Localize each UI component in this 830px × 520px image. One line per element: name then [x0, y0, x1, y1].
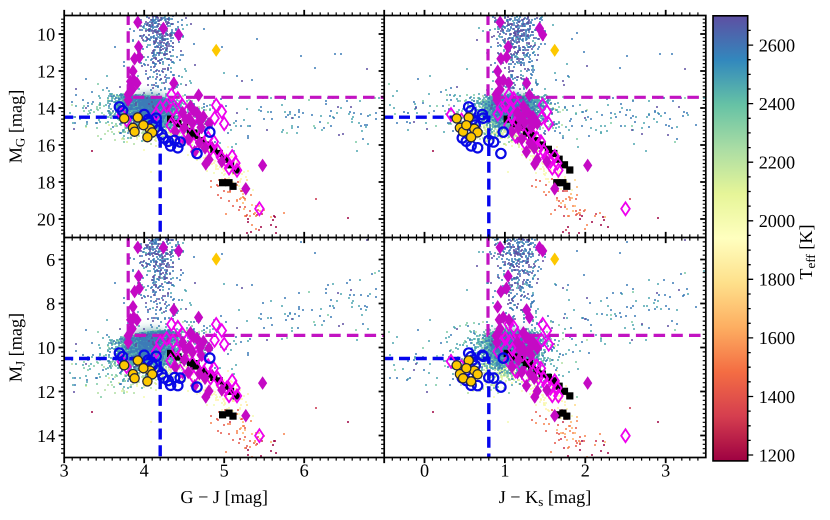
- svg-text:2400: 2400: [759, 94, 795, 114]
- svg-text:6: 6: [46, 250, 55, 270]
- svg-text:2200: 2200: [759, 153, 795, 173]
- svg-text:2: 2: [581, 461, 590, 481]
- svg-text:1: 1: [500, 461, 509, 481]
- svg-text:MJ [mag]: MJ [mag]: [5, 313, 27, 382]
- svg-text:5: 5: [220, 461, 229, 481]
- svg-text:0: 0: [420, 461, 429, 481]
- svg-text:2600: 2600: [759, 35, 795, 55]
- svg-text:3: 3: [60, 461, 69, 481]
- svg-text:12: 12: [37, 61, 55, 81]
- svg-text:2000: 2000: [759, 211, 795, 231]
- svg-text:14: 14: [37, 426, 55, 446]
- svg-text:MG [mag]: MG [mag]: [5, 90, 27, 164]
- svg-text:18: 18: [37, 172, 55, 192]
- svg-text:16: 16: [37, 135, 55, 155]
- svg-text:Teff [K]: Teff [K]: [796, 224, 818, 279]
- svg-text:1600: 1600: [759, 328, 795, 348]
- svg-text:G − J [mag]: G − J [mag]: [180, 487, 268, 507]
- svg-text:20: 20: [37, 209, 55, 229]
- svg-text:8: 8: [46, 294, 55, 314]
- svg-text:J − Ks [mag]: J − Ks [mag]: [499, 487, 592, 509]
- svg-text:1200: 1200: [759, 445, 795, 465]
- svg-text:4: 4: [140, 461, 149, 481]
- svg-text:10: 10: [37, 338, 55, 358]
- svg-text:10: 10: [37, 24, 55, 44]
- svg-text:6: 6: [300, 461, 309, 481]
- svg-text:1800: 1800: [759, 270, 795, 290]
- svg-text:1400: 1400: [759, 387, 795, 407]
- svg-text:14: 14: [37, 98, 55, 118]
- svg-text:3: 3: [661, 461, 670, 481]
- svg-text:12: 12: [37, 382, 55, 402]
